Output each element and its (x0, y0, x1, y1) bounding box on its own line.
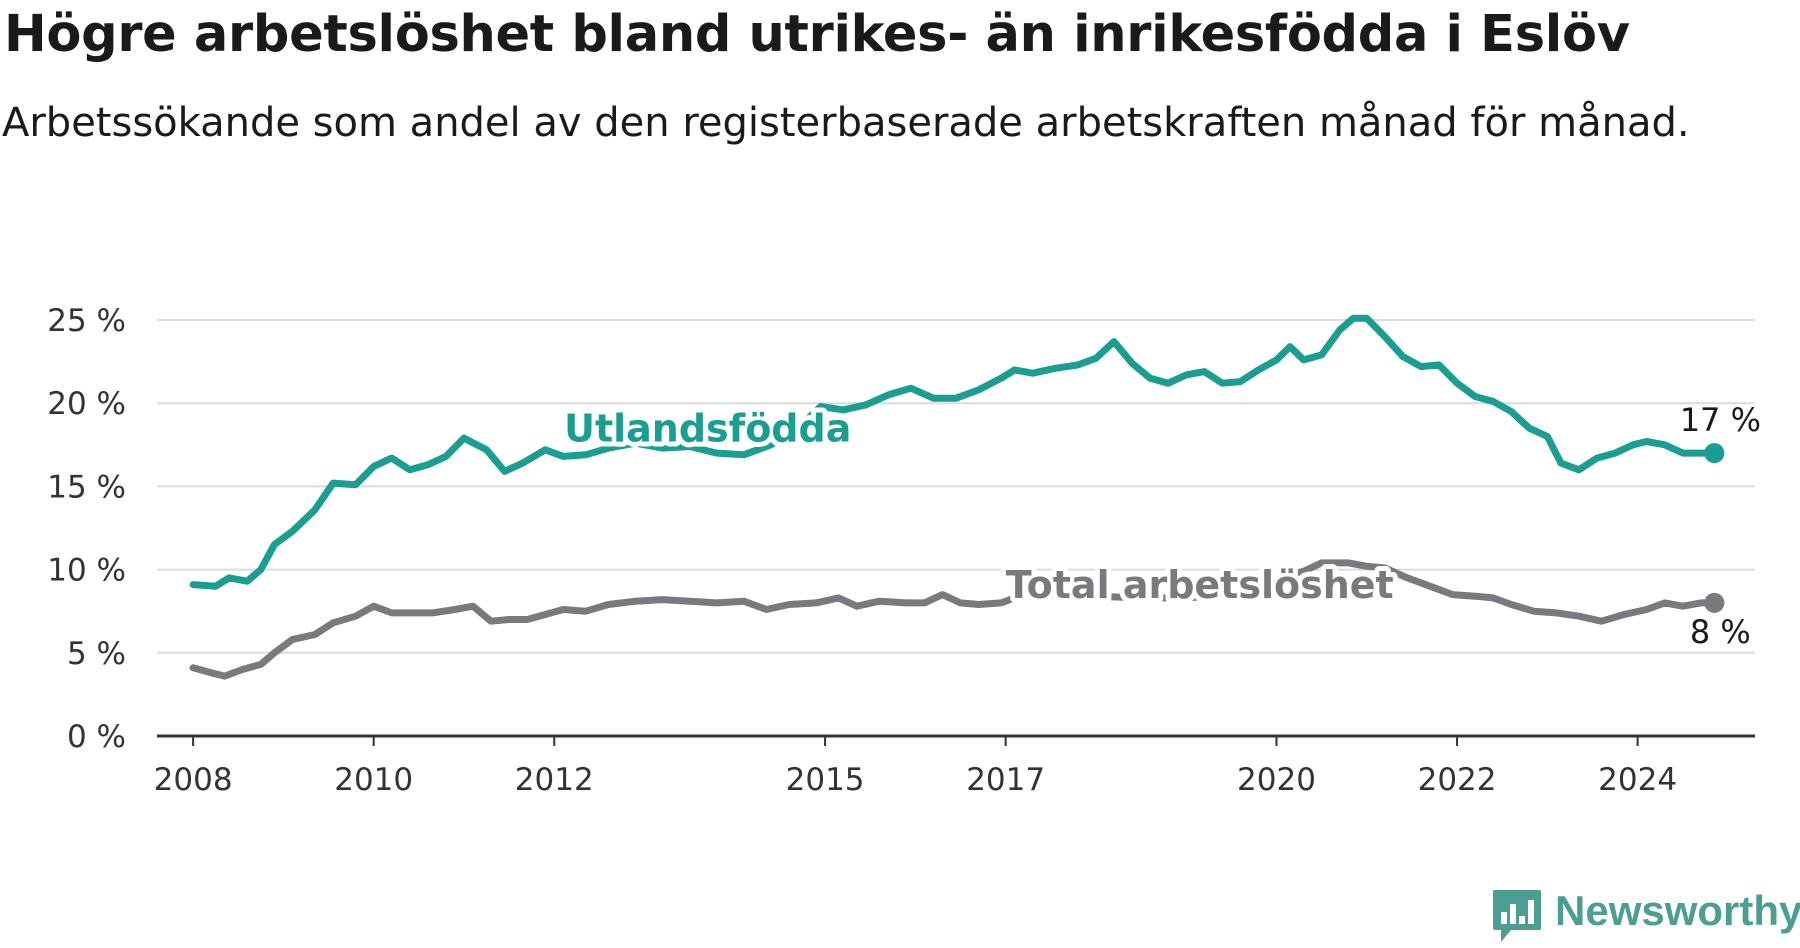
x-tick-label: 2017 (966, 762, 1045, 798)
axes: 0 % 5 % 10 % 15 % 20 % 25 % 2008 2010 2012 2015 20… (47, 303, 1755, 798)
x-tick-label: 2012 (515, 762, 594, 798)
series-end-label: 8 % (1690, 613, 1751, 651)
chart-title: Högre arbetslöshet bland utrikes- än inr… (4, 5, 1630, 64)
y-tick-label: 5 % (67, 636, 126, 672)
x-tick-label: 2024 (1598, 762, 1677, 798)
x-tick-label: 2020 (1237, 762, 1316, 798)
series-end-label: 17 % (1680, 401, 1761, 439)
series-line-total (189, 559, 1718, 680)
y-tick-label: 25 % (47, 303, 126, 339)
chart-labels: 17 % 8 % Utlandsfödda Total arbetslöshet (559, 398, 1764, 654)
y-tick-label: 15 % (47, 469, 126, 505)
y-tick-label: 20 % (47, 386, 126, 422)
series-inline-label: Total arbetslöshet (1006, 563, 1394, 607)
newsworthy-logo-icon (1493, 890, 1541, 942)
series-lines (189, 314, 1725, 680)
series-inline-label: Utlandsfödda (564, 406, 851, 450)
x-tick-label: 2022 (1418, 762, 1497, 798)
series-end-point (1704, 443, 1725, 464)
y-tick-label: 0 % (67, 719, 126, 755)
x-tick-label: 2008 (154, 762, 233, 798)
chart-subtitle: Arbetssökande som andel av den registerb… (2, 100, 1690, 146)
brand-name: Newsworthy (1555, 887, 1800, 934)
x-tick-label: 2010 (334, 762, 413, 798)
x-tick-label: 2015 (786, 762, 865, 798)
series-line-utlandsfodda (189, 314, 1718, 590)
series-end-point (1704, 592, 1725, 613)
y-tick-label: 10 % (47, 553, 126, 589)
